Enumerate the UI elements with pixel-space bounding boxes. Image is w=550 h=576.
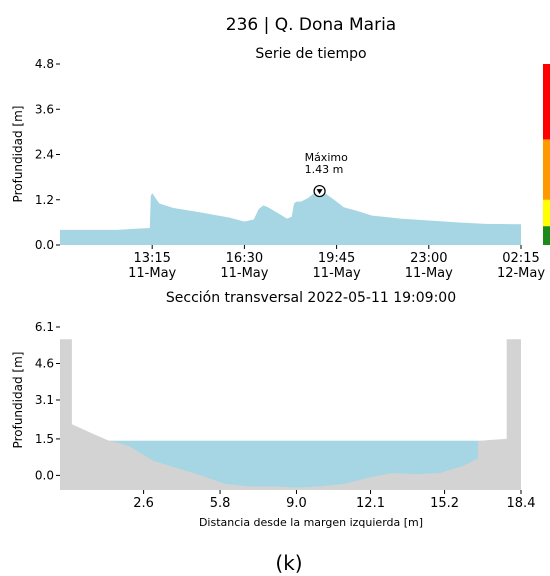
y-tick-label: 1.2 [35, 193, 54, 207]
x-tick-date-label: 11-May [313, 266, 361, 281]
terrain-fill [60, 339, 521, 490]
cross-section-plot: 0.0 1.5 3.1 4.6 6.1 2.6 5.8 9.0 12.1 15.2 18.4 [35, 320, 536, 511]
depth-series-area [60, 191, 521, 245]
y-tick-label: 6.1 [35, 320, 54, 334]
x-tick-label: 23:00 [410, 251, 447, 266]
y-tick-label: 1.5 [35, 432, 54, 446]
alert-band [543, 199, 550, 227]
x-tick-label: 15.2 [430, 496, 459, 511]
x-tick-label: 18.4 [507, 496, 536, 511]
y-tick-label: 4.8 [35, 57, 54, 71]
x-tick-date-label: 12-May [497, 266, 545, 281]
x-tick-date-label: 11-May [128, 266, 176, 281]
x-tick-label: 5.8 [210, 496, 231, 511]
y-tick-label: 3.6 [35, 102, 54, 116]
y-tick-label: 2.4 [35, 148, 54, 162]
x-tick-label: 16:30 [226, 251, 263, 266]
cross-section-title: Sección transversal 2022-05-11 19:09:00 [166, 290, 456, 306]
figure-title: 236 | Q. Dona Maria [226, 15, 396, 35]
max-annotation-label: Máximo [305, 151, 349, 164]
cross-section-y-label: Profundidad [m] [11, 352, 25, 449]
x-tick-label: 2.6 [133, 496, 154, 511]
time-series-plot: 0.01.22.43.64.813:1511-May16:3011-May19:… [35, 57, 550, 281]
cross-section-x-label: Distancia desde la margen izquierda [m] [199, 516, 423, 529]
x-tick-label: 13:15 [133, 251, 170, 266]
max-marker-arrow [316, 189, 323, 195]
x-tick-label: 12.1 [356, 496, 385, 511]
y-tick-label: 4.6 [35, 356, 54, 370]
time-series-title: Serie de tiempo [255, 46, 366, 62]
alert-band [543, 64, 550, 140]
x-tick-label: 19:45 [318, 251, 355, 266]
alert-band [543, 226, 550, 245]
alert-band [543, 139, 550, 200]
y-tick-label: 0.0 [35, 238, 54, 252]
x-tick-label: 9.0 [286, 496, 307, 511]
x-tick-date-label: 11-May [405, 266, 453, 281]
figure-caption: (k) [275, 551, 302, 575]
time-series-y-label: Profundidad [m] [11, 106, 25, 203]
x-tick-label: 02:15 [502, 251, 539, 266]
max-annotation-value: 1.43 m [305, 163, 344, 176]
y-tick-label: 0.0 [35, 468, 54, 482]
y-tick-label: 3.1 [35, 393, 54, 407]
x-tick-date-label: 11-May [220, 266, 268, 281]
